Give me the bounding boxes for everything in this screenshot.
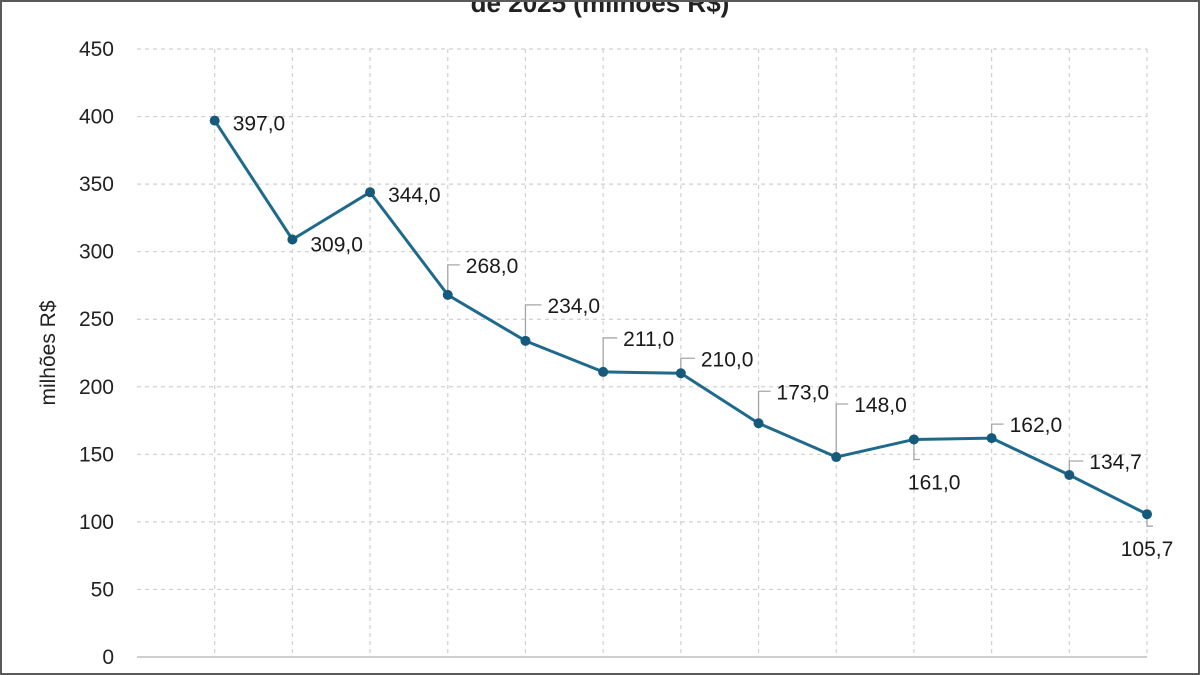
data-label: 162,0 (1010, 414, 1063, 437)
y-tick-label: 200 (79, 376, 114, 399)
label-leader (913, 443, 920, 461)
y-tick-label: 450 (79, 38, 114, 61)
data-point (986, 433, 997, 444)
data-point (365, 187, 376, 198)
label-leader (447, 264, 460, 291)
label-leader (1068, 460, 1084, 472)
data-label: 134,7 (1089, 451, 1142, 474)
y-tick-label: 300 (79, 241, 114, 264)
data-point (675, 368, 686, 379)
data-point (1142, 509, 1152, 520)
data-point (287, 234, 298, 245)
y-tick-label: 250 (79, 308, 114, 331)
data-point (598, 366, 609, 377)
data-label: 397,0 (233, 113, 286, 136)
y-tick-label: 150 (79, 443, 114, 466)
data-label: 105,7 (1121, 538, 1174, 561)
y-tick-label: 350 (79, 173, 114, 196)
data-label: 211,0 (623, 328, 674, 351)
data-point (908, 434, 919, 445)
label-leader (524, 304, 542, 337)
y-tick-label: 0 (102, 646, 114, 669)
data-point (831, 452, 842, 463)
y-tick-label: 400 (79, 106, 114, 129)
data-point (1064, 470, 1075, 481)
label-leader (602, 337, 618, 368)
y-tick-label: 100 (79, 511, 114, 534)
data-label: 268,0 (466, 255, 519, 278)
data-point (442, 289, 453, 300)
data-label: 173,0 (777, 381, 830, 404)
label-leader (835, 403, 849, 454)
data-point (753, 418, 764, 429)
label-leader (1146, 518, 1153, 527)
y-tick-label: 50 (91, 578, 114, 601)
data-label: 161,0 (908, 471, 961, 494)
y-axis-label: milhões R$ (37, 300, 60, 405)
data-label: 344,0 (388, 184, 441, 207)
label-leader (757, 390, 771, 420)
data-label: 309,0 (310, 234, 363, 257)
chart-title: de 2025 (milhões R$) (470, 0, 730, 18)
data-label: 148,0 (854, 394, 907, 417)
data-point (209, 115, 220, 126)
data-point (520, 335, 531, 346)
label-leader (680, 357, 695, 370)
data-label: 234,0 (547, 295, 600, 318)
data-label: 210,0 (701, 348, 754, 371)
label-leader (990, 423, 1004, 435)
